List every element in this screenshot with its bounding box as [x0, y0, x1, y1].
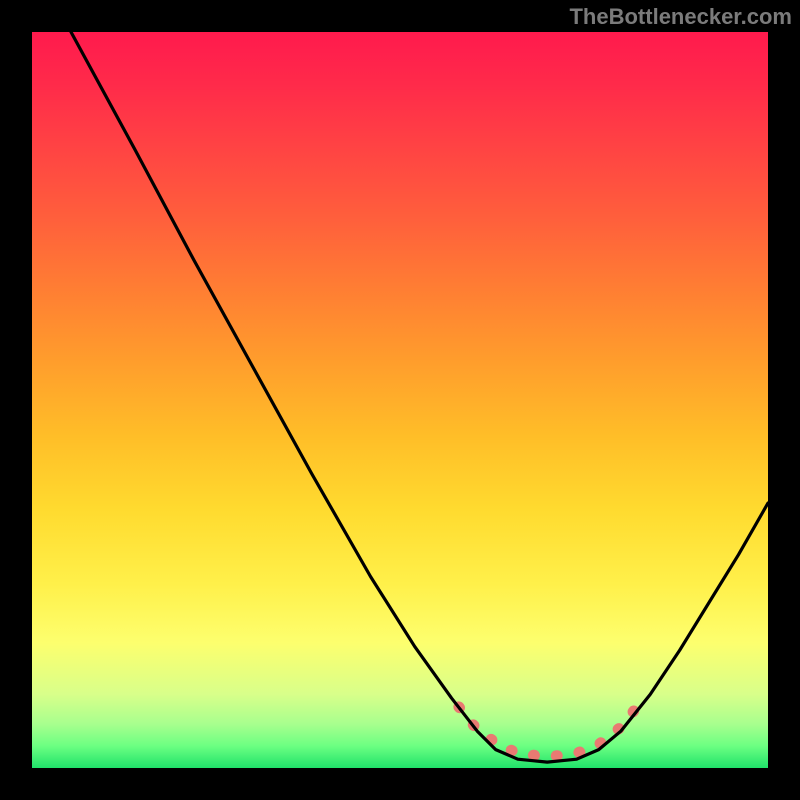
bottleneck-curve: [71, 32, 768, 762]
highlight-band: [459, 707, 634, 757]
plot-area: [32, 32, 768, 768]
chart-container: TheBottlenecker.com: [0, 0, 800, 800]
curve-layer: [32, 32, 768, 768]
watermark-text: TheBottlenecker.com: [569, 4, 792, 30]
